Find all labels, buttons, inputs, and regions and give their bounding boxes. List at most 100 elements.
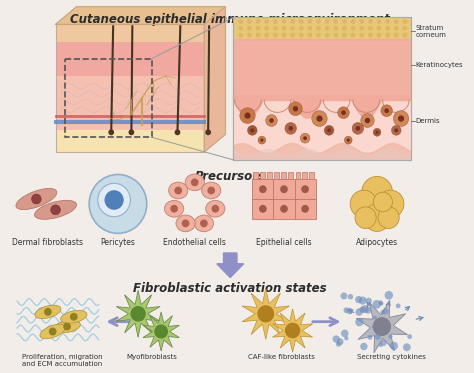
Circle shape: [359, 33, 364, 38]
Bar: [252, 199, 273, 219]
Text: Endothelial cells: Endothelial cells: [163, 238, 226, 247]
Circle shape: [333, 26, 338, 31]
Bar: [233, 95, 410, 160]
Circle shape: [381, 340, 387, 346]
Circle shape: [285, 122, 296, 134]
Circle shape: [191, 178, 199, 186]
Circle shape: [344, 336, 348, 341]
Polygon shape: [217, 253, 244, 278]
Circle shape: [325, 33, 329, 38]
Circle shape: [273, 19, 278, 24]
Circle shape: [259, 185, 267, 193]
Circle shape: [170, 205, 178, 213]
Circle shape: [385, 19, 390, 24]
Circle shape: [51, 205, 60, 215]
Bar: [253, 172, 258, 179]
Circle shape: [333, 335, 340, 343]
Circle shape: [130, 306, 146, 322]
Circle shape: [373, 300, 381, 309]
Circle shape: [378, 343, 383, 347]
Circle shape: [269, 118, 274, 123]
Circle shape: [360, 343, 367, 350]
Circle shape: [379, 301, 383, 306]
Circle shape: [364, 204, 391, 231]
Circle shape: [185, 194, 204, 214]
Circle shape: [303, 136, 307, 140]
Bar: [55, 42, 204, 76]
Circle shape: [355, 296, 362, 303]
Bar: [65, 59, 152, 137]
Circle shape: [308, 26, 312, 31]
Circle shape: [264, 19, 269, 24]
Bar: [309, 172, 314, 179]
Circle shape: [378, 207, 399, 228]
Circle shape: [361, 305, 369, 313]
Circle shape: [352, 122, 364, 134]
Circle shape: [333, 33, 338, 38]
Circle shape: [351, 19, 356, 24]
Ellipse shape: [169, 182, 188, 199]
Polygon shape: [273, 309, 313, 352]
Circle shape: [280, 205, 288, 213]
Circle shape: [317, 115, 323, 122]
Circle shape: [348, 294, 353, 300]
Circle shape: [350, 190, 377, 218]
Circle shape: [356, 308, 363, 316]
Ellipse shape: [54, 320, 81, 333]
Circle shape: [359, 306, 366, 313]
Circle shape: [359, 297, 366, 305]
Text: Keratinocytes: Keratinocytes: [416, 62, 463, 68]
Circle shape: [289, 102, 302, 116]
Circle shape: [393, 111, 409, 126]
Ellipse shape: [176, 215, 195, 232]
Circle shape: [285, 323, 301, 338]
Circle shape: [316, 33, 321, 38]
Bar: [233, 18, 410, 160]
Circle shape: [365, 118, 370, 123]
Circle shape: [355, 207, 376, 228]
Circle shape: [368, 26, 373, 31]
Circle shape: [282, 19, 286, 24]
Circle shape: [342, 33, 347, 38]
Circle shape: [264, 33, 269, 38]
Circle shape: [266, 115, 277, 126]
Circle shape: [255, 26, 261, 31]
Text: Cutaneous epithelial immune microenvironment: Cutaneous epithelial immune microenviron…: [70, 13, 390, 26]
Circle shape: [377, 33, 382, 38]
Circle shape: [245, 113, 251, 119]
Text: Precursors: Precursors: [195, 170, 266, 183]
Circle shape: [394, 33, 399, 38]
Ellipse shape: [16, 188, 57, 210]
Text: Dermis: Dermis: [416, 117, 440, 123]
Circle shape: [351, 26, 356, 31]
Circle shape: [104, 190, 124, 210]
Circle shape: [402, 19, 407, 24]
Circle shape: [381, 105, 392, 117]
Polygon shape: [116, 290, 160, 337]
Circle shape: [325, 19, 329, 24]
Polygon shape: [242, 288, 290, 339]
Circle shape: [365, 298, 372, 304]
Bar: [233, 18, 410, 160]
Circle shape: [355, 318, 364, 326]
Text: Proliferation, migration
and ECM accumulation: Proliferation, migration and ECM accumul…: [22, 354, 102, 367]
Circle shape: [324, 125, 334, 135]
Circle shape: [293, 106, 298, 112]
Circle shape: [394, 26, 399, 31]
Text: Pericytes: Pericytes: [100, 238, 136, 247]
Text: Fibroblastic activation states: Fibroblastic activation states: [133, 282, 327, 295]
Circle shape: [362, 176, 392, 208]
Bar: [267, 172, 272, 179]
Circle shape: [247, 125, 257, 135]
Circle shape: [109, 129, 114, 135]
Circle shape: [238, 19, 243, 24]
Circle shape: [264, 26, 269, 31]
Circle shape: [70, 313, 78, 321]
Bar: [55, 24, 204, 42]
Circle shape: [316, 26, 321, 31]
Circle shape: [338, 107, 349, 119]
Circle shape: [255, 19, 261, 24]
Circle shape: [89, 175, 147, 233]
Circle shape: [337, 338, 344, 345]
Circle shape: [407, 334, 412, 339]
